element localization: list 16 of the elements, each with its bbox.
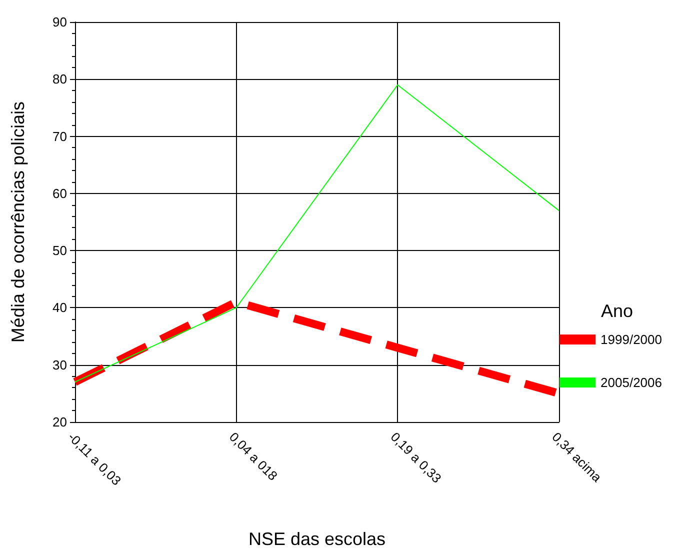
- legend-label: 1999/2000: [600, 332, 662, 347]
- legend-label: 2005/2006: [600, 375, 662, 390]
- x-tick-label: 0,19 a 0,33: [388, 429, 444, 486]
- y-tick-label: 30: [52, 357, 67, 372]
- y-axis-title: Média de ocorrências policiais: [8, 101, 28, 343]
- y-tick-label: 60: [52, 186, 67, 201]
- x-tick-label: -0,11 a 0,03: [65, 429, 124, 488]
- x-tick-label: 0,04 a 018: [226, 429, 280, 484]
- y-tick-label: 40: [52, 300, 67, 316]
- legend-title: Ano: [600, 301, 634, 321]
- y-tick-label: 20: [52, 414, 67, 430]
- x-axis-title: NSE das escolas: [248, 529, 386, 549]
- y-tick-label: 90: [52, 14, 67, 30]
- y-tick-label: 70: [52, 128, 67, 144]
- y-tick-label: 80: [52, 72, 67, 87]
- y-tick-label: 50: [52, 243, 67, 258]
